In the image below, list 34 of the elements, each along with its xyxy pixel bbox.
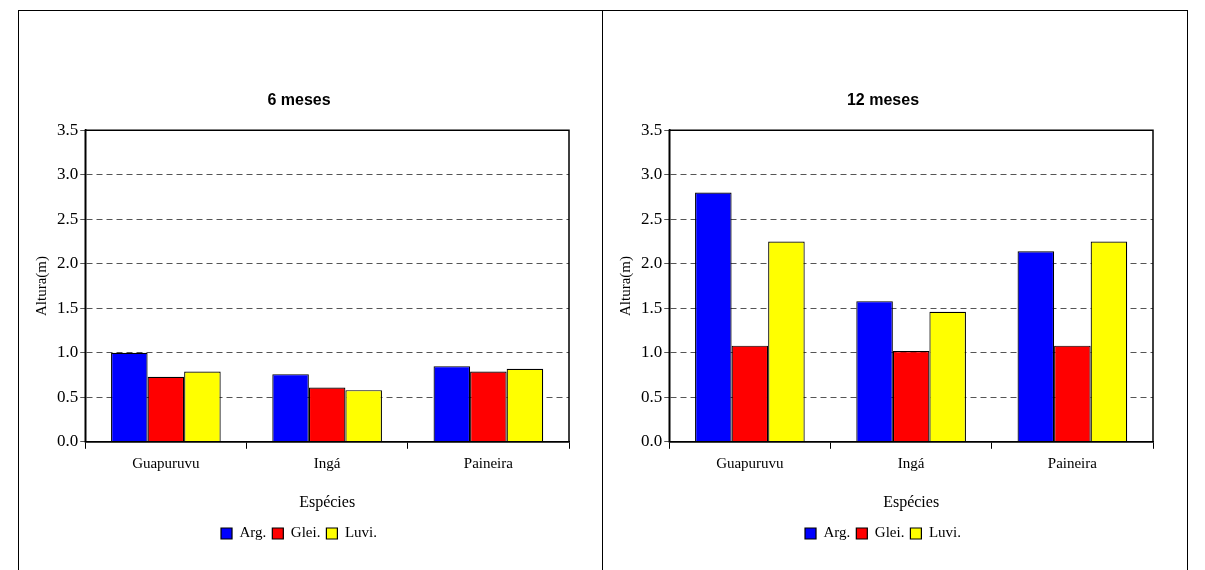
x-axis-title: Espécies <box>883 492 940 511</box>
y-tick-label: 0.5 <box>641 386 663 406</box>
y-tick-label: 1.0 <box>641 342 663 362</box>
y-tick-label: 1.0 <box>57 342 79 362</box>
y-tick-label: 0.5 <box>57 386 79 406</box>
x-tick-label: Ingá <box>897 454 925 471</box>
y-tick-label: 1.5 <box>641 297 663 317</box>
chart-title: 12 meses <box>846 91 920 109</box>
y-tick-label: 3.5 <box>641 119 663 139</box>
y-tick-label: 3.5 <box>57 119 79 139</box>
y-tick-label: 0.0 <box>57 431 79 451</box>
y-tick-label: 2.5 <box>57 208 79 228</box>
y-tick-label: 2.0 <box>57 253 79 273</box>
x-axis-title: Espécies <box>299 492 356 511</box>
y-axis-title: Altura(m) <box>32 256 50 316</box>
x-tick-label: Ingá <box>313 454 341 471</box>
x-tick-label: Paineira <box>1047 454 1098 471</box>
x-tick-label: Guapuruvu <box>716 454 785 471</box>
x-tick-label: Guapuruvu <box>132 454 201 471</box>
y-tick-label: 2.5 <box>641 208 663 228</box>
y-tick-label: 0.0 <box>641 431 663 451</box>
x-tick-label: Paineira <box>463 454 514 471</box>
legend-label: Luvi. <box>344 524 377 541</box>
y-tick-label: 3.0 <box>57 164 79 184</box>
chart-title: 6 meses <box>267 91 331 109</box>
legend-label: Glei. <box>874 524 905 541</box>
legend-label: Arg. <box>823 524 851 541</box>
y-tick-label: 2.0 <box>641 253 663 273</box>
y-tick-label: 3.0 <box>641 164 663 184</box>
legend-label: Luvi. <box>928 524 961 541</box>
legend-label: Glei. <box>290 524 321 541</box>
y-axis-title: Altura(m) <box>616 256 634 316</box>
legend-label: Arg. <box>239 524 267 541</box>
y-tick-label: 1.5 <box>57 297 79 317</box>
